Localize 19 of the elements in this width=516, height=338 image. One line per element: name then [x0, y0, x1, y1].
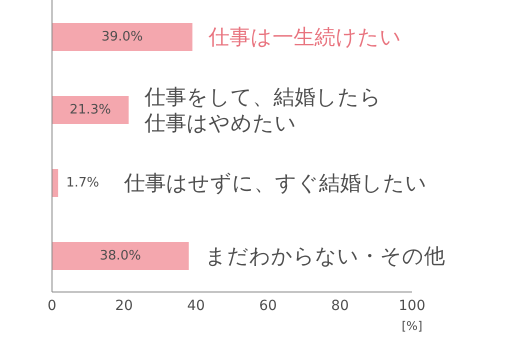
y-tick-label: 仕事はせずに、すぐ結婚したい	[123, 171, 428, 195]
x-tick-label: 60	[259, 298, 277, 314]
x-tick-label: 100	[398, 298, 426, 314]
y-tick-label: 仕事は一生続けたい	[207, 25, 402, 49]
x-tick-label: 0	[48, 298, 56, 314]
y-tick-label: 仕事をして、結婚したら仕事はやめたい	[144, 85, 382, 135]
x-tick-label: 20	[115, 298, 133, 314]
data-label: 39.0%	[102, 30, 143, 44]
bar	[52, 169, 58, 197]
x-axis-title: [%]	[402, 319, 422, 333]
bar	[52, 242, 189, 270]
data-label: 1.7%	[66, 176, 100, 190]
x-tick-label: 40	[187, 298, 205, 314]
data-label: 21.3%	[70, 102, 111, 118]
bar	[52, 96, 129, 124]
x-tick-label: 80	[331, 298, 349, 314]
bar	[52, 23, 192, 51]
y-tick-label: まだわからない・その他	[204, 244, 445, 268]
data-label: 38.0%	[100, 248, 142, 264]
